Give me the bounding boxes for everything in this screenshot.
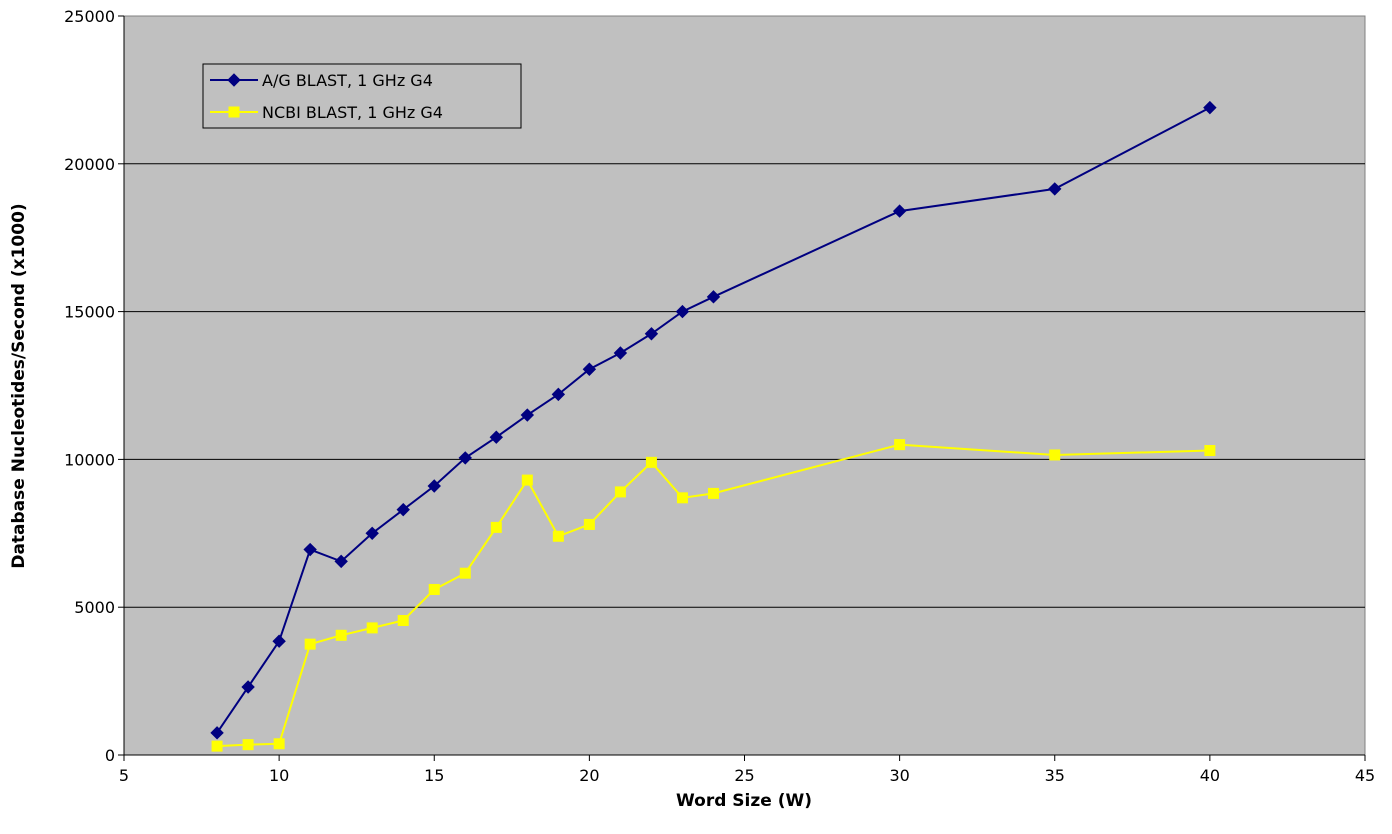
data-point (644, 327, 659, 341)
series-2 (211, 439, 1216, 752)
data-point (552, 530, 564, 542)
data-point (242, 739, 254, 751)
data-point (675, 304, 690, 319)
data-point (894, 439, 906, 451)
data-point (1203, 100, 1217, 115)
data-point (614, 486, 626, 498)
x-axis-title: Word Size (W) (676, 791, 812, 811)
data-point (645, 456, 657, 468)
x-tick-label: 10 (269, 766, 289, 785)
legend: A/G BLAST, 1 GHz G4 NCBI BLAST, 1 GHz G4 (202, 63, 522, 129)
data-point (520, 408, 535, 422)
data-point (707, 487, 719, 499)
data-point (676, 492, 688, 504)
data-point (335, 629, 347, 641)
data-point (210, 726, 224, 740)
data-point (304, 638, 316, 650)
x-tick-label: 20 (579, 766, 599, 785)
data-point (1049, 449, 1061, 461)
data-point (365, 526, 379, 541)
x-tick-label: 35 (1045, 766, 1065, 785)
legend-swatch-marker (228, 106, 240, 118)
data-point (241, 680, 255, 694)
data-point (489, 430, 504, 444)
series-layer (210, 100, 1217, 752)
data-point (458, 451, 472, 465)
data-point (211, 740, 223, 752)
data-point (1204, 445, 1216, 457)
legend-swatch-marker (227, 73, 241, 87)
data-point (428, 583, 440, 595)
data-point (583, 518, 595, 530)
y-tick-label: 10000 (64, 450, 115, 469)
data-point (272, 634, 286, 648)
data-point (582, 362, 597, 376)
data-point (1048, 182, 1062, 196)
axes (118, 15, 1366, 761)
data-point (551, 387, 566, 402)
y-tick-label: 15000 (64, 303, 115, 322)
data-point (706, 290, 721, 304)
series-1 (210, 100, 1217, 740)
data-point (303, 542, 317, 557)
legend-label: A/G BLAST, 1 GHz G4 (262, 71, 433, 90)
y-tick-label: 20000 (64, 155, 115, 174)
x-tick-label: 45 (1355, 766, 1375, 785)
x-tick-label: 5 (119, 766, 129, 785)
data-point (273, 738, 285, 750)
x-tick-label: 25 (734, 766, 754, 785)
tick-labels: 0 5000 10000 15000 20000 25000 5 10 15 20 25 30 35 40… (64, 7, 1375, 785)
data-point (490, 521, 502, 533)
y-tick-label: 5000 (74, 598, 115, 617)
y-axis-title: Database Nucleotides/Second (x1000) (9, 203, 29, 568)
legend-label: NCBI BLAST, 1 GHz G4 (262, 103, 443, 122)
data-point (397, 615, 409, 627)
data-point (459, 567, 471, 579)
data-point (396, 502, 410, 517)
y-tick-label: 25000 (64, 7, 115, 26)
data-point (427, 479, 441, 493)
plot-area (123, 15, 1366, 756)
y-tick-label: 0 (105, 746, 115, 765)
x-tick-label: 40 (1200, 766, 1220, 785)
data-point (521, 474, 533, 486)
data-point (366, 622, 378, 634)
data-point (334, 554, 348, 569)
legend-box (202, 63, 522, 129)
x-tick-label: 15 (424, 766, 444, 785)
grid-lines (124, 163, 1365, 608)
data-point (613, 346, 628, 360)
x-tick-label: 30 (889, 766, 909, 785)
data-point (892, 204, 907, 218)
series-line (216, 106, 1211, 734)
